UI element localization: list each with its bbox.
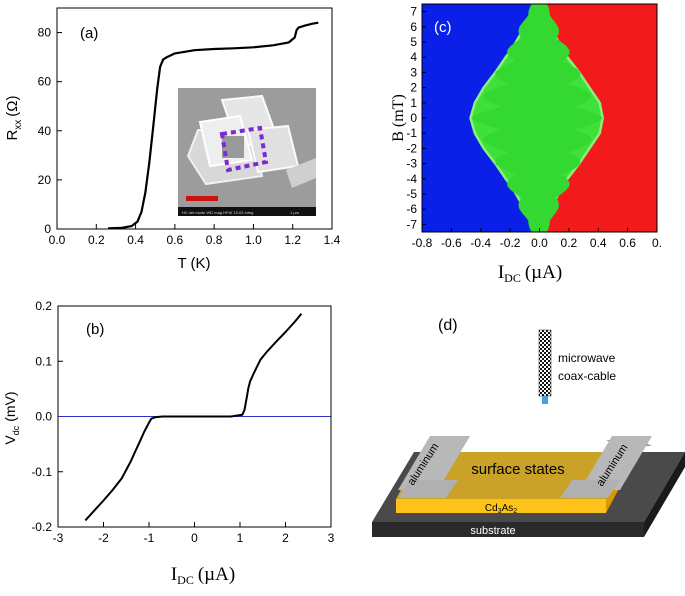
panel-a-ytick-label: 0: [44, 222, 51, 236]
panel-b: -3 -2 -1 0 1 2 3-0.2-0.10.00.10.2 (b) IDC (µA) …: [2, 299, 335, 587]
substrate-front: [372, 522, 644, 537]
panel-a-xlabel: T (K): [177, 255, 210, 272]
panel-a-xtick-label: 1.4: [324, 233, 341, 247]
panel-b-xtick-label: -1: [144, 531, 155, 545]
material-label: Cd3As2: [485, 503, 517, 515]
film-front: [396, 499, 606, 513]
panel-d: (d) microwave coax-cable substrate Cd3As…: [372, 317, 685, 537]
panel-a-ytick-label: 80: [38, 26, 52, 40]
panel-b-ytick-label: 0.1: [35, 354, 52, 368]
panel-c-xtick-label: 0.2: [561, 236, 578, 250]
panel-a-xtick-label: 1.2: [284, 233, 301, 247]
panel-c-ytick-label: -4: [406, 172, 417, 186]
panel-a-label: (a): [80, 25, 98, 42]
panel-a-ticks: 0.0 0.2 0.4 0.6 0.8 1.0 1.2 1.4 0 20 40 60 80: [38, 26, 341, 247]
panel-b-xtick-label: 1: [237, 531, 244, 545]
panel-c-ytick-label: 4: [410, 50, 417, 64]
panel-c-ytick-label: 5: [410, 35, 417, 49]
panel-c-ytick-label: 3: [410, 65, 417, 79]
panel-c-ytick-label: -1: [406, 126, 417, 140]
panel-d-label: (d): [438, 317, 458, 334]
lead-right-arm: [580, 436, 652, 490]
panel-b-xtick-label: 0: [191, 531, 198, 545]
panel-c-label: (c): [434, 19, 452, 36]
panel-c-ylabel: B (mT): [390, 94, 407, 142]
panel-c-ytick-label: 6: [410, 20, 417, 34]
panel-a-ylabel: Rxx(Ω): [4, 95, 24, 140]
panel-a-inset-sem-image: HV det mode WD mag HFW 15:03 Integ 1 µm: [178, 88, 316, 216]
panel-a-frame: [56, 7, 333, 230]
panel-a-xtick-label: 0.0: [49, 233, 66, 247]
panel-b-xtick-label: 2: [282, 531, 289, 545]
panel-c-ytick-label: -7: [406, 217, 417, 231]
panel-b-ytick-label: -0.1: [31, 465, 52, 479]
panel-b-xlabel: IDC (µA): [171, 564, 235, 587]
panel-c-frame: [421, 3, 658, 233]
panel-b-xtick-label: -3: [53, 531, 64, 545]
coax-tip: [542, 396, 548, 404]
svg-text:HV det mode WD mag HFW 1: HV det mode WD mag HFW 15:03 Integ: [182, 210, 253, 215]
panel-b-ylabel: Vdc(mV): [2, 391, 21, 444]
inset-junction-outline: [219, 125, 269, 173]
panel-b-label: (b): [86, 321, 104, 338]
panel-c-ytick-label: 7: [410, 5, 417, 19]
panel-b-frame: [57, 305, 332, 528]
panel-c-xtick-label: 0.6: [619, 236, 636, 250]
lead-right-pad: [560, 480, 620, 498]
panel-a-xtick-label: 0.8: [206, 233, 223, 247]
panel-c-ytick-label: -5: [406, 187, 417, 201]
panel-a-xtick-label: 1.0: [245, 233, 262, 247]
panel-c-xtick-label: 0.4: [590, 236, 607, 250]
panel-b-ytick-label: 0.2: [35, 299, 52, 313]
panel-c-xtick-label: -0.2: [500, 236, 521, 250]
panel-b-xtick-label: 3: [328, 531, 335, 545]
panel-b-ticks: -3 -2 -1 0 1 2 3 -0.2 -0.1 0.0 0.1 0.2: [31, 299, 334, 545]
coax-cable: [538, 329, 552, 397]
panel-c-ytick-label: 1: [410, 96, 417, 110]
surface-states-label: surface states: [471, 461, 564, 478]
panel-a-ytick-label: 60: [38, 75, 52, 89]
heatmap-superconducting-core: [471, 4, 603, 232]
substrate-label: substrate: [470, 525, 515, 537]
panel-b-xtick-label: -2: [98, 531, 109, 545]
panel-a-ytick-label: 20: [38, 173, 52, 187]
panel-c-xtick-label: -0.8: [412, 236, 433, 250]
microwave-label: microwave: [558, 351, 616, 365]
panel-b-iv-curve: [84, 313, 303, 522]
substrate-side: [644, 452, 685, 537]
panel-c-ytick-label: -3: [406, 157, 417, 171]
panel-a-xtick-label: 0.4: [127, 233, 144, 247]
panel-a-resistance-curve: [108, 21, 319, 229]
lead-left-arm: [398, 436, 470, 490]
panel-c-ytick-label: 0: [410, 111, 417, 125]
inset-scale-bar: [186, 196, 218, 201]
inset-scale-caption: 1 µm: [290, 210, 300, 215]
coax-cable-label: coax-cable: [558, 369, 616, 383]
panel-c-xtick-label: -0.6: [441, 236, 462, 250]
panel-c-ytick-label: -2: [406, 141, 417, 155]
panel-b-ytick-label: -0.2: [31, 520, 52, 534]
panel-c-xtick-label: 0.0: [531, 236, 548, 250]
lead-left-pad: [398, 480, 458, 498]
panel-c-xtick-label: 0.: [652, 236, 662, 250]
panel-a-xtick-label: 0.2: [88, 233, 105, 247]
panel-c-xtick-label: -0.4: [470, 236, 491, 250]
panel-b-ytick-label: 0.0: [35, 410, 52, 424]
panel-c-ytick-label: -6: [406, 202, 417, 216]
panel-a: 0.0 0.2 0.4 0.6 0.8 1.0 1.2 1.4 0 20 40 60 80 (a) HV…: [4, 7, 341, 272]
panel-c-xlabel: IDC (µA): [498, 262, 562, 285]
panel-a-xtick-label: 0.6: [167, 233, 184, 247]
panel-c-ytick-label: 2: [410, 81, 417, 95]
panel-a-ytick-label: 40: [38, 124, 52, 138]
